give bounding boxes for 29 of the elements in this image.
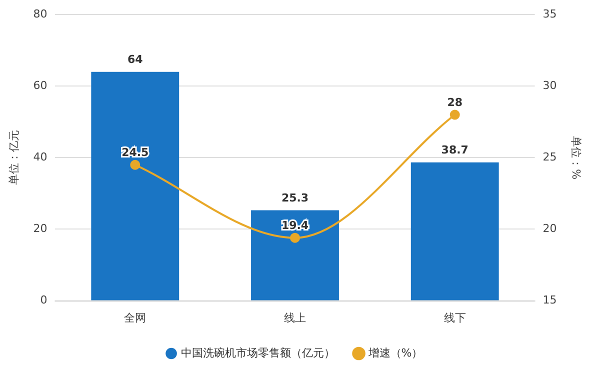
- y-tick-label: 80: [33, 7, 48, 20]
- y2-tick-label: 15: [542, 294, 557, 307]
- data-label: 25.3: [281, 192, 309, 205]
- bar: [91, 72, 180, 300]
- y2-tick-label: 25: [542, 150, 557, 164]
- y2-axis-title: 单位：%: [570, 136, 583, 180]
- x-tick-label: 线上: [284, 311, 306, 324]
- bar: [251, 210, 339, 300]
- data-label: 64: [127, 53, 144, 66]
- y-tick-label: 0: [40, 294, 48, 307]
- legend-label: 中国洗碗机市场零售额（亿元）: [180, 346, 335, 360]
- y-tick-label: 40: [33, 150, 48, 164]
- y2-tick-label: 35: [542, 7, 557, 20]
- bar: [410, 162, 499, 300]
- y2-tick-label: 30: [542, 79, 557, 92]
- y-tick-label: 20: [33, 222, 48, 236]
- data-label: 19.4: [281, 219, 309, 232]
- point: [290, 232, 300, 243]
- legend-label: 增速（%）: [367, 346, 423, 360]
- point: [130, 160, 140, 170]
- y2-tick-label: 20: [542, 222, 557, 236]
- point: [450, 110, 460, 120]
- x-tick-label: 线下: [444, 311, 466, 324]
- y-axis-title: 单位：亿元: [7, 130, 20, 186]
- data-label: 28: [447, 96, 463, 110]
- x-tick-label: 全网: [124, 311, 146, 324]
- data-label: 38.7: [441, 144, 468, 157]
- y-tick-label: 60: [33, 79, 48, 92]
- data-label: 24.5: [122, 146, 149, 160]
